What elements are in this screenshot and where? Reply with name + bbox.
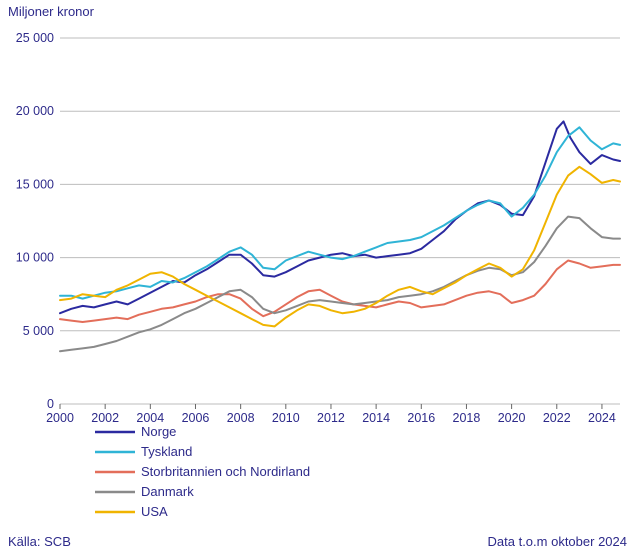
x-tick-label: 2002 (91, 411, 119, 425)
y-tick-label: 0 (47, 397, 54, 411)
legend-label: Danmark (141, 484, 194, 499)
legend-label: USA (141, 504, 168, 519)
y-axis-title: Miljoner kronor (8, 4, 95, 19)
legend-label: Storbritannien och Nordirland (141, 464, 310, 479)
legend-label: Norge (141, 424, 176, 439)
y-tick-label: 25 000 (16, 31, 54, 45)
x-tick-label: 2016 (407, 411, 435, 425)
y-tick-label: 15 000 (16, 177, 54, 191)
y-tick-label: 20 000 (16, 104, 54, 118)
y-tick-label: 5 000 (23, 324, 54, 338)
x-tick-label: 2006 (182, 411, 210, 425)
x-tick-label: 2000 (46, 411, 74, 425)
x-tick-label: 2020 (498, 411, 526, 425)
x-tick-label: 2022 (543, 411, 571, 425)
data-note: Data t.o.m oktober 2024 (488, 534, 627, 549)
y-tick-label: 10 000 (16, 251, 54, 265)
x-tick-label: 2012 (317, 411, 345, 425)
legend-label: Tyskland (141, 444, 192, 459)
x-tick-label: 2004 (136, 411, 164, 425)
x-tick-label: 2024 (588, 411, 616, 425)
chart-container: { "chart": { "type": "line", "width": 63… (0, 0, 635, 556)
line-chart: Miljoner kronor 0 5 000 10 000 15 000 20 000 2… (0, 0, 635, 556)
x-tick-label: 2010 (272, 411, 300, 425)
x-tick-label: 2014 (362, 411, 390, 425)
source-label: Källa: SCB (8, 534, 71, 549)
x-tick-label: 2008 (227, 411, 255, 425)
x-tick-label: 2018 (453, 411, 481, 425)
